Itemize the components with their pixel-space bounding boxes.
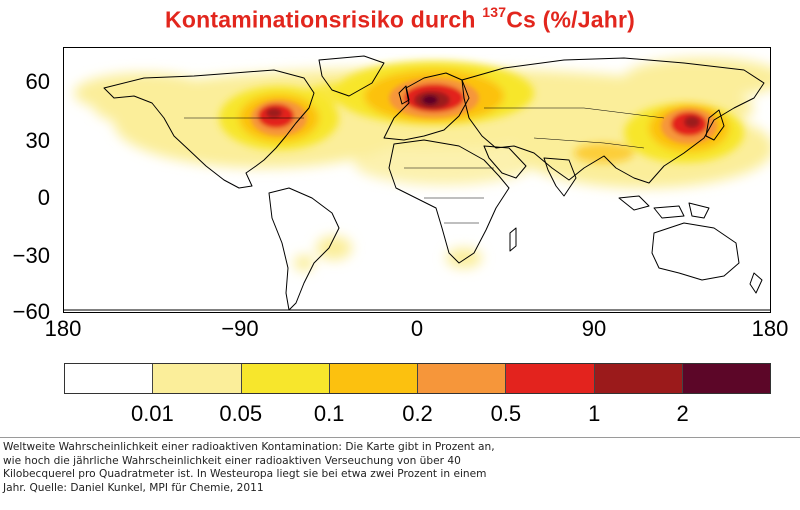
y-tick-minus30: −30: [12, 243, 50, 268]
figure-caption: Weltweite Wahrscheinlichkeit einer radio…: [3, 441, 603, 496]
color-scale-swatch: [153, 364, 242, 393]
x-tick-0: 0: [410, 316, 424, 341]
world-map: [63, 47, 771, 313]
color-scale-legend: [64, 363, 771, 394]
color-scale-swatch: [594, 364, 683, 393]
x-tick-minus90: −90: [221, 316, 259, 341]
coastlines: [64, 55, 770, 311]
x-tick-180-right: 180: [751, 316, 789, 341]
color-scale-swatch: [682, 364, 770, 393]
y-tick-minus60: −60: [12, 299, 50, 324]
color-scale-label: 0.5: [490, 401, 522, 426]
caption-line: Weltweite Wahrscheinlichkeit einer radio…: [3, 441, 495, 453]
color-scale-label: 0.2: [402, 401, 433, 426]
caption-line: wie hoch die jährliche Wahrscheinlichkei…: [3, 454, 461, 467]
color-scale-label: 0.1: [313, 401, 345, 426]
risk-hotspots: [251, 78, 717, 144]
caption-line: Kilobecquerel pro Quadratmeter ist. In W…: [3, 468, 487, 481]
y-tick-60: 60: [25, 69, 50, 94]
color-scale-swatch: [418, 364, 507, 393]
isotope-mass-number: 137: [482, 4, 507, 20]
x-tick-90: 90: [581, 316, 607, 341]
y-tick-0: 0: [37, 185, 50, 210]
color-scale-swatch: [506, 364, 595, 393]
caption-divider: [0, 437, 800, 438]
map-title: Kontaminationsrisiko durch 137Cs (%/Jahr…: [165, 4, 635, 33]
y-tick-30: 30: [25, 128, 50, 153]
color-scale-label: 0.01: [130, 401, 174, 426]
color-scale-label: 1: [588, 401, 601, 426]
color-scale-swatch: [329, 364, 418, 393]
contamination-map-svg: [64, 55, 770, 311]
caption-line: Jahr. Quelle: Daniel Kunkel, MPI für Che…: [3, 482, 264, 495]
color-scale-label: 2: [676, 401, 689, 426]
x-tick-180-left: 180: [44, 316, 82, 341]
color-scale-label: 0.05: [219, 401, 263, 426]
color-scale-swatch: [241, 364, 330, 393]
color-scale-swatch: [65, 364, 154, 393]
